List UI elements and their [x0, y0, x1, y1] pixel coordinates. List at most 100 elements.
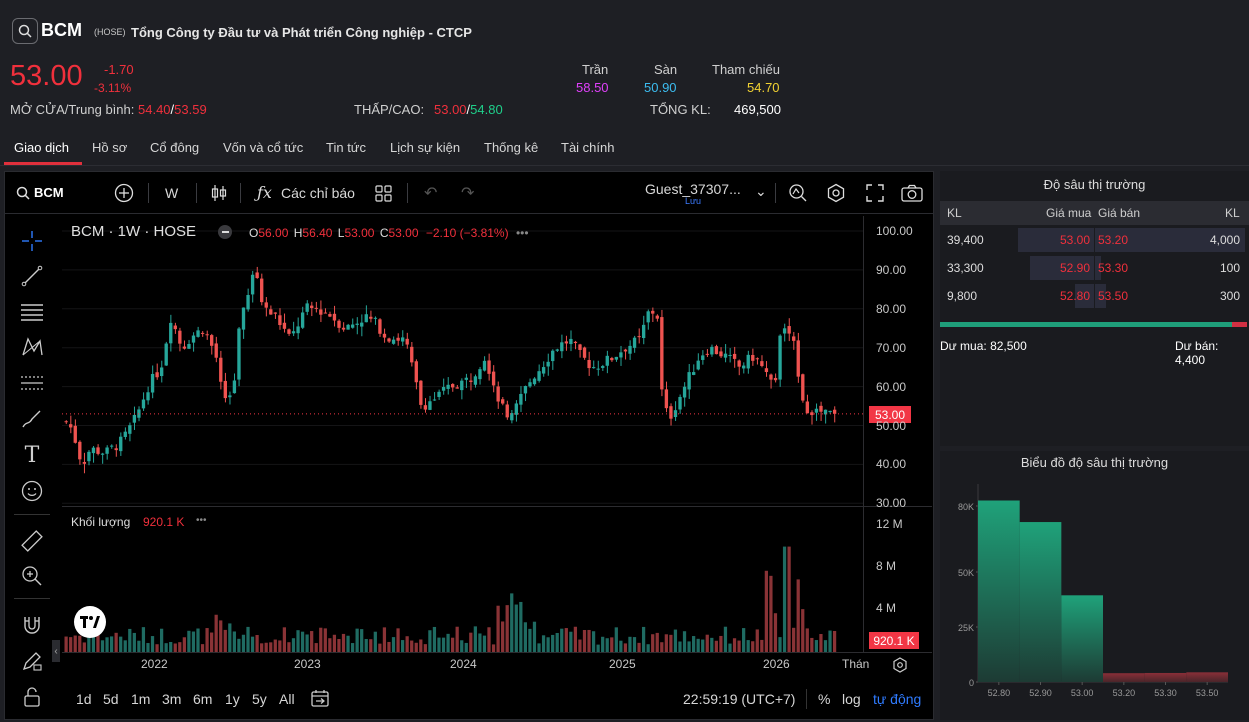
buy-remaining: Dư mua: 82,500 — [940, 339, 1027, 353]
tab-trading[interactable]: Giao dịch — [14, 140, 69, 155]
redo-icon[interactable]: ↷ — [461, 185, 475, 202]
range-all[interactable]: All — [279, 691, 295, 707]
ruler-icon[interactable] — [19, 528, 45, 554]
emoji-icon[interactable] — [19, 478, 45, 504]
depth-buy-price[interactable]: 53.00 — [1060, 233, 1091, 247]
candle-body — [119, 436, 123, 452]
depth-buy-step — [978, 500, 1020, 682]
horizontal-lines-icon[interactable] — [19, 299, 45, 325]
depth-chart[interactable]: 80K 50K 25K 0 52.80 52.90 53.00 53.20 53.30 53.50 — [940, 472, 1249, 720]
volume-bar — [719, 635, 723, 652]
fullscreen-icon[interactable] — [866, 184, 884, 205]
pattern-icon[interactable] — [19, 334, 45, 360]
tab-shareholders[interactable]: Cổ đông — [150, 140, 200, 155]
candle-body — [387, 338, 391, 342]
price-axis-tick: 50.00 — [876, 418, 907, 433]
volume-bar — [82, 642, 86, 652]
legend-collapse-icon[interactable] — [218, 225, 232, 239]
lock-icon[interactable] — [19, 684, 45, 710]
auto-scale-button[interactable]: tự động — [873, 691, 922, 707]
range-6m[interactable]: 6m — [193, 691, 213, 707]
pencil-lock-icon[interactable] — [19, 648, 45, 674]
volume-chart[interactable] — [62, 507, 864, 652]
depth-sell-price[interactable]: 53.20 — [1098, 233, 1129, 247]
candle-body — [355, 323, 359, 325]
user-layout-name[interactable]: Guest_37307... — [645, 181, 741, 197]
candle-body — [682, 386, 687, 398]
tab-statistics[interactable]: Thống kê — [484, 140, 539, 155]
depth-buy-volume-bar — [1075, 284, 1094, 308]
interval-button[interactable]: W — [165, 185, 179, 201]
candle-body — [423, 405, 428, 410]
tab-capital-dividends[interactable]: Vốn và cổ tức — [223, 140, 304, 155]
settings-gear-icon[interactable] — [826, 183, 846, 206]
depth-sell-step — [1144, 672, 1187, 682]
volume-bar — [428, 630, 432, 652]
candle-type-icon[interactable] — [211, 184, 227, 205]
indicators-icon[interactable]: ƒx — [257, 183, 272, 202]
toolbar-symbol[interactable]: BCM — [34, 185, 64, 200]
collapse-toolbar-chevron-icon[interactable]: ‹ — [52, 640, 60, 662]
volume-bar — [369, 639, 373, 652]
time-axis-year: 2023 — [294, 657, 321, 671]
save-status[interactable]: Lưu — [685, 196, 702, 206]
time-axis-settings-icon[interactable] — [892, 657, 908, 676]
range-1y[interactable]: 1y — [225, 691, 240, 707]
zoom-in-icon[interactable] — [19, 563, 45, 589]
tradingview-logo-icon[interactable] — [74, 606, 106, 638]
tab-financials[interactable]: Tài chính — [561, 140, 615, 155]
camera-icon[interactable] — [901, 184, 923, 205]
total-volume: 469,500 — [734, 102, 781, 117]
volume-bar — [360, 629, 364, 652]
volume-bar — [819, 634, 823, 652]
depth-sell-price[interactable]: 53.30 — [1098, 261, 1129, 275]
candle-body — [132, 414, 137, 423]
volume-bar — [328, 638, 332, 652]
volume-bar — [96, 630, 100, 652]
volume-legend-more-icon[interactable]: ••• — [196, 515, 207, 526]
depth-buy-price[interactable]: 52.90 — [1060, 261, 1091, 275]
volume-bar — [432, 626, 437, 652]
indicators-button[interactable]: Các chỉ báo — [281, 185, 355, 201]
quick-search-icon[interactable] — [788, 183, 808, 206]
volume-bar — [400, 640, 405, 652]
depth-sell-price[interactable]: 53.50 — [1098, 289, 1129, 303]
range-3m[interactable]: 3m — [162, 691, 182, 707]
fib-icon[interactable] — [19, 370, 45, 396]
add-symbol-icon[interactable] — [114, 183, 134, 206]
percent-scale-button[interactable]: % — [818, 691, 831, 707]
undo-icon[interactable]: ↶ — [424, 185, 438, 202]
volume-bar — [755, 629, 759, 652]
toolbar-search-icon[interactable] — [16, 186, 30, 203]
price-chart[interactable] — [62, 216, 864, 506]
volume-bar — [496, 605, 500, 652]
clock-timezone[interactable]: 22:59:19 (UTC+7) — [683, 691, 796, 707]
candle-body — [701, 355, 705, 360]
brush-icon[interactable] — [19, 406, 45, 432]
date-range-icon[interactable] — [310, 688, 330, 711]
tab-profile[interactable]: Hồ sơ — [92, 140, 128, 155]
candle-body — [278, 315, 282, 326]
magnet-icon[interactable] — [19, 612, 45, 638]
candle-body — [264, 302, 268, 308]
toolbar-divider — [4, 213, 934, 214]
range-1d[interactable]: 1d — [76, 691, 92, 707]
open-price: 54.40 — [138, 102, 171, 117]
range-5d[interactable]: 5d — [103, 691, 119, 707]
search-button[interactable] — [12, 18, 38, 44]
layout-chevron-down-icon[interactable]: ⌄ — [755, 183, 767, 199]
range-1m[interactable]: 1m — [131, 691, 151, 707]
volume-bar — [314, 643, 318, 652]
text-tool-icon[interactable]: T — [24, 442, 40, 468]
volume-bar — [491, 644, 496, 652]
log-scale-button[interactable]: log — [842, 691, 861, 707]
volume-bar — [578, 639, 582, 652]
range-5y[interactable]: 5y — [252, 691, 267, 707]
trend-line-icon[interactable] — [19, 263, 45, 289]
tab-events[interactable]: Lịch sự kiện — [390, 140, 461, 155]
layout-grid-icon[interactable] — [375, 185, 392, 205]
depth-buy-price[interactable]: 52.80 — [1060, 289, 1091, 303]
tab-news[interactable]: Tin tức — [326, 140, 367, 155]
volume-bar — [155, 644, 159, 652]
crosshair-icon[interactable] — [19, 228, 45, 254]
